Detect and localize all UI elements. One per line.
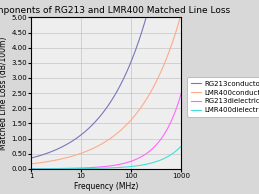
LMR400conductor bbox=[101, 142, 104, 145]
RG213conductor bbox=[119, 84, 122, 86]
RG213dielectric bbox=[102, 165, 105, 168]
LMR400conductor bbox=[111, 136, 114, 138]
Y-axis label: Matched Line Loss (dB/100m): Matched Line Loss (dB/100m) bbox=[0, 36, 8, 150]
Line: RG213conductor: RG213conductor bbox=[31, 0, 181, 158]
Line: LMR400dielectric: LMR400dielectric bbox=[31, 146, 181, 169]
RG213conductor bbox=[102, 111, 105, 113]
RG213dielectric bbox=[180, 92, 183, 94]
Line: LMR400conductor: LMR400conductor bbox=[31, 14, 181, 164]
RG213dielectric bbox=[101, 166, 104, 168]
LMR400dielectric bbox=[180, 145, 183, 147]
Line: RG213dielectric: RG213dielectric bbox=[31, 93, 181, 169]
Title: Components of RG213 and LMR400 Matched Line Loss: Components of RG213 and LMR400 Matched L… bbox=[0, 6, 230, 15]
X-axis label: Frequency (MHz): Frequency (MHz) bbox=[74, 182, 138, 191]
LMR400dielectric bbox=[101, 167, 104, 169]
RG213dielectric bbox=[153, 146, 156, 148]
LMR400conductor bbox=[176, 25, 179, 27]
LMR400conductor bbox=[102, 142, 105, 144]
RG213dielectric bbox=[176, 104, 179, 106]
Legend: RG213conductor, LMR400conductor, RG213dielectric, LMR400dielectric: RG213conductor, LMR400conductor, RG213di… bbox=[187, 77, 259, 117]
LMR400dielectric bbox=[102, 167, 105, 169]
LMR400dielectric bbox=[111, 167, 114, 169]
LMR400conductor bbox=[153, 84, 156, 87]
RG213dielectric bbox=[119, 163, 122, 165]
RG213conductor bbox=[101, 112, 104, 114]
RG213conductor bbox=[111, 98, 114, 100]
LMR400conductor bbox=[180, 13, 183, 15]
RG213conductor bbox=[30, 157, 33, 159]
RG213dielectric bbox=[111, 165, 114, 167]
LMR400conductor bbox=[30, 163, 33, 165]
LMR400dielectric bbox=[176, 148, 179, 151]
LMR400dielectric bbox=[119, 166, 122, 169]
RG213dielectric bbox=[30, 168, 33, 170]
LMR400dielectric bbox=[30, 168, 33, 170]
LMR400dielectric bbox=[153, 161, 156, 163]
LMR400conductor bbox=[119, 129, 122, 132]
